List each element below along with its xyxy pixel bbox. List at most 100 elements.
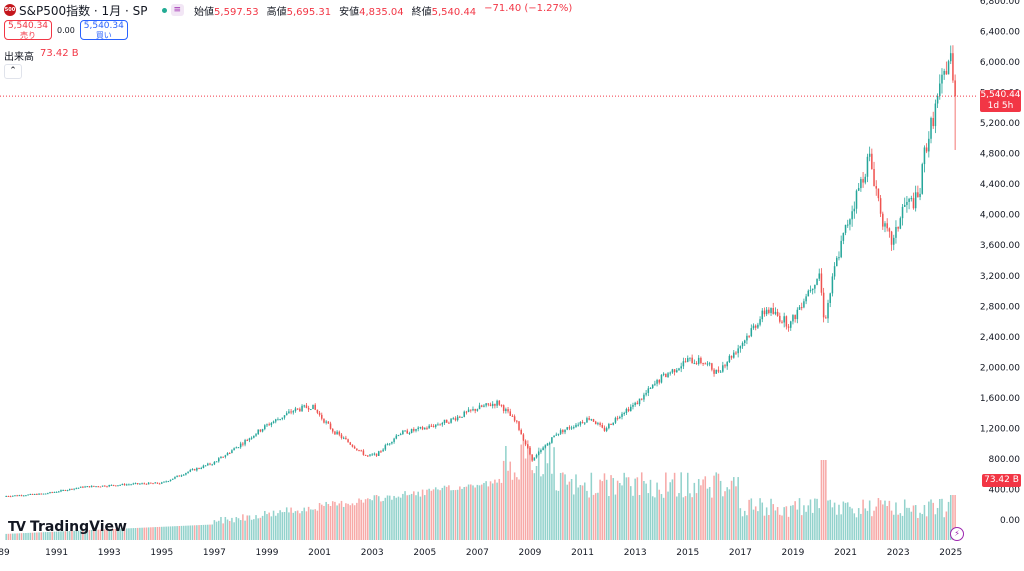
candle-body [281,417,284,419]
candle-body [892,237,895,245]
volume-bar [730,480,733,540]
volume-bar [53,531,56,540]
y-tick-label: 1,600.00 [980,394,1020,404]
y-tick-label: 2,800.00 [980,302,1020,312]
volume-bar [327,504,330,540]
tradingview-logo[interactable]: TV TradingView [8,519,127,535]
volume-bar [340,500,343,540]
candle-body [9,496,12,498]
candle-body [724,365,726,367]
symbol-title[interactable]: S&P500指数 · 1月 · SP [19,3,148,18]
volume-bar [724,491,726,540]
candle-body [761,310,764,320]
candle-body [537,452,540,455]
volume-bar [154,527,156,540]
candle-body [189,469,192,472]
volume-bar [527,440,529,540]
buy-button[interactable]: 5,540.34 買い [79,20,128,40]
volume-bar [892,514,895,540]
candle-body [439,424,441,426]
volume-bar [82,530,84,540]
equity-icon[interactable]: ≡ [170,4,185,16]
volume-legend[interactable]: 出来高 73.42 B [4,48,79,63]
volume-bar [480,484,483,540]
volume-bar [58,531,60,540]
tradingview-wordmark: TradingView [29,519,127,535]
candle-body [248,438,251,441]
candle-body [44,493,47,495]
candle-body [676,370,678,373]
candle-body [660,374,663,383]
volume-bar [314,509,316,540]
volume-bar [106,529,108,540]
candle-body [496,400,498,406]
volume-bar [590,472,593,540]
volume-bar [899,513,902,540]
volume-bar [95,529,97,540]
volume-bar [840,514,842,540]
sell-button[interactable]: 5,540.34 売り [4,20,52,40]
volume-bar [715,472,718,540]
candle-body [827,302,829,319]
candle-body [656,379,658,384]
sp500-logo-icon: 500 [4,4,16,16]
volume-bar [382,500,384,540]
candle-body [404,430,406,432]
volume-bar [671,479,674,540]
candle-body [737,348,739,354]
volume-bar [215,521,218,540]
volume-bar [112,529,115,540]
volume-bar [147,527,150,540]
x-tick-label: 2005 [413,548,436,558]
volume-bar [553,447,555,540]
volume-bar [864,508,867,540]
volume-bar [459,486,461,540]
volume-bar [542,474,544,540]
volume-bar [728,489,731,540]
candle-body [619,416,621,419]
candle-body [816,278,818,285]
candle-body [781,321,783,323]
candle-body [299,408,301,412]
candle-body [51,492,53,494]
volume-bar [47,532,49,540]
volume-bar [634,478,636,540]
candle-body [890,231,893,245]
x-tick-label: 1999 [256,548,279,558]
candle-body [700,357,702,364]
candle-body [759,319,761,325]
candle-body [518,421,520,430]
candle-body [936,96,939,104]
candle-body [323,418,325,423]
market-status-icon[interactable] [161,7,167,13]
sell-price: 5,540.34 [7,21,49,31]
volume-bar [270,516,273,540]
candle-body [840,240,842,258]
volume-bar [176,526,178,540]
volume-bar [866,510,869,540]
collapse-legend-icon[interactable]: ⌃ [4,64,22,79]
volume-bar [299,513,301,540]
candle-body [369,454,371,456]
volume-bar [380,501,382,540]
lightning-icon[interactable]: ⚡ [950,527,964,541]
candle-body [33,493,36,495]
volume-bar [776,507,779,540]
volume-bar [86,530,89,540]
candle-body [264,425,266,430]
y-tick-label: 4,800.00 [980,150,1020,160]
candle-body [36,493,38,495]
volume-bar [500,482,503,540]
volume-bar [568,481,571,540]
candle-body [952,53,954,81]
candle-body [169,479,172,482]
volume-bar [367,498,369,540]
candle-body [590,419,593,421]
volume-bar [509,461,512,540]
volume-bar [31,532,34,540]
volume-bar [649,479,652,540]
candle-body [95,486,97,488]
price-axis: 6,800.006,400.006,000.005,600.005,200.00… [980,0,1020,526]
volume-bar [143,527,146,540]
